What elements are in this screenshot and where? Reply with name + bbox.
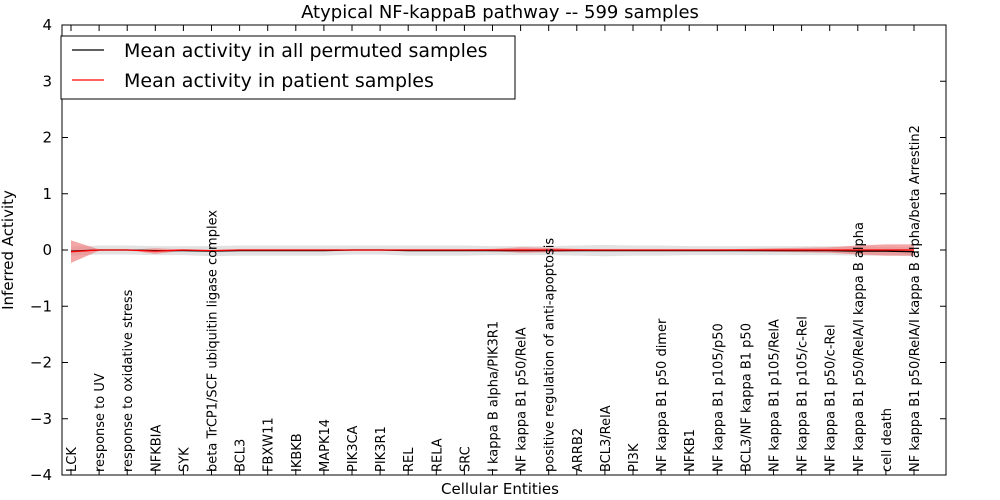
y-tick-label: 2 [42,129,52,147]
x-tick-label: RELA [430,438,445,472]
x-tick-label: response to oxidative stress [121,289,136,472]
chart-title: Atypical NF-kappaB pathway -- 599 sample… [301,2,699,23]
x-tick-label: NF kappa B1 p50/RelA/I kappa B alpha/bet… [908,125,923,472]
x-tick-label: FBXW11 [262,417,277,472]
series-line-patient [70,249,914,253]
x-tick-label: positive regulation of anti-apoptosis [543,238,558,472]
y-tick-label: 3 [42,72,52,90]
y-tick-label: 4 [42,16,52,34]
x-tick-label: I kappa B alpha/PIK3R1 [487,321,502,472]
x-tick-label: BCL3 [234,439,249,472]
x-tick-label: NF kappa B1 p105/c-Rel [796,316,811,472]
x-tick-label: NF kappa B1 p50/RelA [515,327,530,472]
x-tick-label: ARRB2 [571,428,586,472]
y-tick-label: −1 [30,297,52,315]
legend-label-permuted: Mean activity in all permuted samples [124,40,487,62]
legend-frame [60,35,516,100]
y-tick-label: 0 [42,241,52,259]
x-tick-label: NF kappa B1 p50/RelA/I kappa B alpha [852,222,867,472]
x-tick-label: NF kappa B1 p50 dimer [655,318,670,472]
y-tick-label: −3 [30,410,52,428]
x-tick-label: BCL3/RelA [599,405,614,472]
x-tick-label: PIK3CA [346,425,361,472]
x-tick-label: response to UV [93,373,108,472]
x-tick-label: NFKBIA [149,425,164,472]
x-tick-label: BCL3/NF kappa B1 p50 [739,323,754,472]
x-tick-label: SYK [177,447,192,472]
x-tick-label: PI3K [627,443,642,472]
y-tick-label: −2 [30,354,52,372]
legend-label-patient: Mean activity in patient samples [124,70,434,92]
x-tick-label: NFKB1 [683,429,698,472]
x-tick-label: PIK3R1 [374,426,389,472]
y-axis-label: Inferred Activity [0,190,17,310]
x-tick-label: NF kappa B1 p105/RelA [768,319,783,472]
x-tick-label: SRC [458,446,473,472]
x-tick-label: IKBKB [290,433,305,472]
legend: Mean activity in all permuted samples Me… [60,35,516,100]
x-tick-label: cell death [880,408,895,472]
x-axis-label: Cellular Entities [441,480,559,498]
x-tick-label: NF kappa B1 p105/p50 [711,323,726,472]
y-tick-label: −4 [30,466,52,484]
x-tick-label: NF kappa B1 p50/c-Rel [824,324,839,472]
y-tick-label: 1 [42,185,52,203]
x-tick-label: LCK [65,447,80,472]
x-tick-label: beta TrCP1/SCF ubiquitin ligase complex [206,210,221,472]
x-tick-label: MAPK14 [318,419,333,472]
plot-area: 4 3 2 1 0 −1 −2 −3 −4 LCK response to UV response t… [30,16,947,484]
x-tick-label: REL [402,447,417,472]
